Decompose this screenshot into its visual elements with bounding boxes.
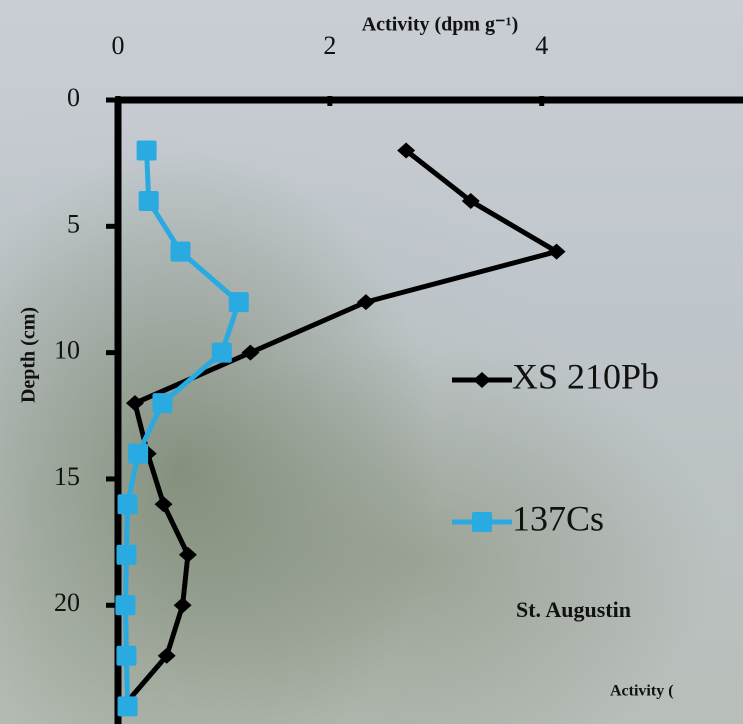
x-tick-label: 0 xyxy=(112,31,125,60)
y-tick-label: 10 xyxy=(54,336,80,365)
data-point xyxy=(357,294,375,310)
y-tick-label: 0 xyxy=(67,83,80,112)
x-tick-label: 4 xyxy=(535,31,548,60)
annotation: Activity ( xyxy=(610,683,674,700)
y-tick-label: 15 xyxy=(54,462,80,491)
annotation: St. Augustin xyxy=(516,597,631,622)
x-tick-label: 2 xyxy=(323,31,336,60)
chart: Activity (dpm g⁻¹) Depth (cm) St. August… xyxy=(0,0,743,724)
data-point xyxy=(116,545,136,565)
data-point xyxy=(137,141,157,161)
data-point xyxy=(118,494,138,514)
data-point xyxy=(212,343,232,363)
y-tick-label: 5 xyxy=(67,209,80,238)
data-point xyxy=(174,597,192,613)
data-point xyxy=(155,496,173,512)
data-point xyxy=(229,292,249,312)
y-tick-label: 20 xyxy=(54,588,80,617)
data-point xyxy=(241,345,259,361)
data-point xyxy=(139,191,159,211)
data-point xyxy=(179,547,197,563)
data-point xyxy=(128,444,148,464)
legend-marker xyxy=(473,372,491,388)
data-point xyxy=(115,595,135,615)
legend-marker xyxy=(472,512,492,532)
y-axis-label: Depth (cm) xyxy=(18,307,40,403)
legend-label: 137Cs xyxy=(512,498,604,538)
data-point xyxy=(116,646,136,666)
data-point xyxy=(126,395,144,411)
series-line xyxy=(123,151,556,707)
legend-label: XS 210Pb xyxy=(512,356,659,396)
data-point xyxy=(152,393,172,413)
data-point xyxy=(118,696,138,716)
chart-title: Activity (dpm g⁻¹) xyxy=(362,14,519,36)
data-point xyxy=(171,242,191,262)
page: Activity (dpm g⁻¹) Depth (cm) St. August… xyxy=(0,0,743,724)
